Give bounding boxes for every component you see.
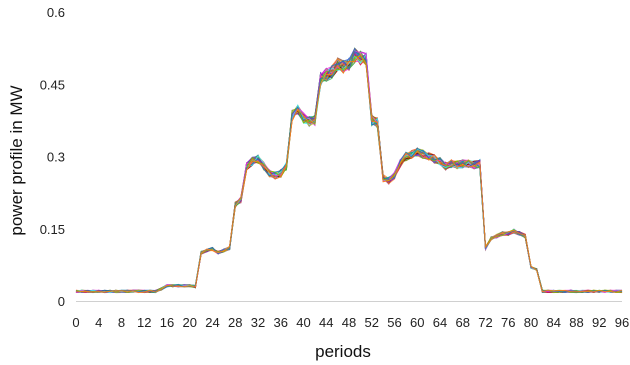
x-tick-label: 20 <box>183 315 197 330</box>
x-tick-label: 52 <box>365 315 379 330</box>
x-tick-label: 28 <box>228 315 242 330</box>
y-tick-labels: 0 0.15 0.3 0.45 0.6 <box>40 5 65 309</box>
series-line-21 <box>75 52 623 294</box>
x-tick-label: 4 <box>95 315 102 330</box>
series-line-27 <box>75 50 623 294</box>
x-tick-label: 32 <box>251 315 265 330</box>
x-axis-title: periods <box>315 342 371 361</box>
series-line-28 <box>75 55 623 294</box>
x-tick-label: 96 <box>615 315 629 330</box>
series-line-14 <box>75 47 623 294</box>
x-tick-label: 84 <box>547 315 561 330</box>
series-line-15 <box>75 50 623 294</box>
x-tick-label: 76 <box>501 315 515 330</box>
series-line-11 <box>75 50 623 294</box>
y-tick-label: 0 <box>58 294 65 309</box>
series-line-30 <box>75 53 623 294</box>
series-line-5 <box>75 51 623 294</box>
series-line-2 <box>75 47 623 293</box>
series-line-23 <box>75 47 623 294</box>
x-tick-label: 24 <box>205 315 219 330</box>
series-line-7 <box>75 58 623 294</box>
series-line-13 <box>75 50 623 294</box>
x-tick-label: 16 <box>160 315 174 330</box>
x-tick-label: 68 <box>456 315 470 330</box>
x-tick-label: 56 <box>387 315 401 330</box>
series-line-24 <box>75 55 623 294</box>
series-line-8 <box>75 57 623 294</box>
x-tick-label: 40 <box>296 315 310 330</box>
y-axis-title: power profile in MW <box>7 85 26 235</box>
y-tick-label: 0.15 <box>40 222 65 237</box>
series-line-6 <box>75 52 623 294</box>
series-line-20 <box>75 54 623 294</box>
series-line-26 <box>75 52 623 294</box>
series-line-10 <box>75 55 623 293</box>
series-line-1 <box>75 54 623 294</box>
x-tick-label: 64 <box>433 315 447 330</box>
series-line-4 <box>75 52 623 294</box>
series-line-18 <box>75 54 623 294</box>
series-line-9 <box>75 55 623 294</box>
x-tick-label: 72 <box>478 315 492 330</box>
x-tick-label: 88 <box>569 315 583 330</box>
series-line-22 <box>75 50 623 294</box>
series-line-3 <box>75 47 623 293</box>
series-group <box>75 47 623 294</box>
series-line-19 <box>75 47 622 294</box>
series-line-17 <box>75 55 623 294</box>
x-tick-label: 60 <box>410 315 424 330</box>
x-tick-label: 0 <box>72 315 79 330</box>
x-tick-label: 44 <box>319 315 333 330</box>
series-line-12 <box>75 58 623 294</box>
x-tick-label: 12 <box>137 315 151 330</box>
x-tick-label: 8 <box>118 315 125 330</box>
series-line-29 <box>75 50 623 293</box>
x-tick-label: 80 <box>524 315 538 330</box>
x-tick-label: 48 <box>342 315 356 330</box>
y-tick-label: 0.6 <box>47 5 65 20</box>
series-line-16 <box>75 47 623 293</box>
y-tick-label: 0.3 <box>47 150 65 165</box>
x-tick-label: 92 <box>592 315 606 330</box>
x-tick-labels: 0 4 8 12 16 20 24 28 32 36 40 44 48 52 56 60 64 68 72 76 80 8… <box>72 315 629 330</box>
x-tick-label: 36 <box>274 315 288 330</box>
y-tick-label: 0.45 <box>40 77 65 92</box>
series-line-25 <box>75 51 623 294</box>
